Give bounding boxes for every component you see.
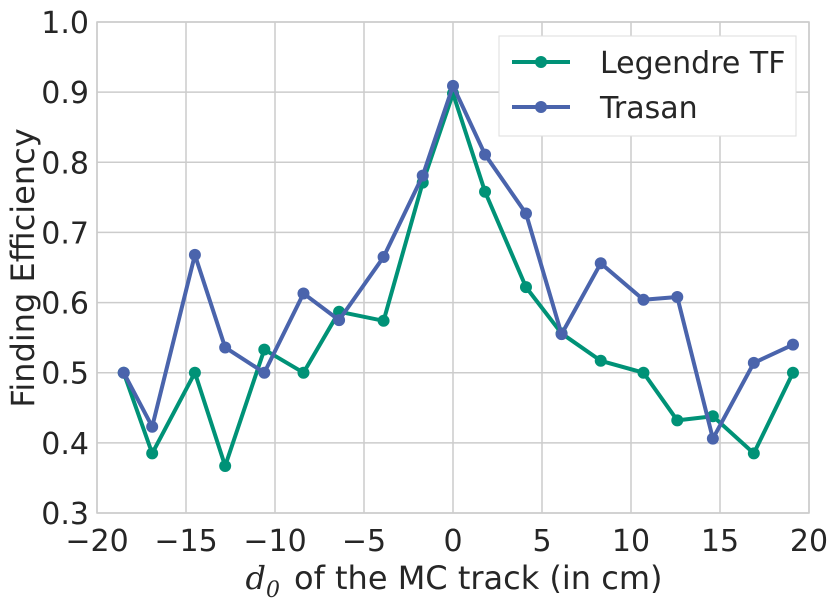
x-axis-label-subscript: 0: [266, 578, 280, 603]
series-1-point: [447, 79, 459, 92]
series-1-point: [786, 338, 799, 351]
legend-marker-0: [535, 56, 547, 68]
y-tick-label: 0.4: [41, 427, 89, 462]
y-tick-label: 0.8: [41, 146, 89, 181]
series-1-point: [416, 169, 429, 182]
x-tick-labels: −20 −15 −10 −5 0 5 10 15 20: [65, 524, 828, 559]
series-0-point: [297, 366, 310, 379]
legend-label-1: Trasan: [599, 91, 698, 126]
y-tick-label: 0.7: [41, 216, 89, 251]
series-0-point: [377, 314, 390, 327]
series-1-point: [117, 366, 130, 379]
y-tick-label: 0.5: [41, 357, 89, 392]
series-1-point: [555, 328, 568, 341]
series-1-point: [594, 257, 607, 270]
legend: Legendre TF Trasan: [498, 35, 797, 137]
x-tick-label: 5: [532, 524, 551, 559]
y-tick-label: 0.3: [41, 497, 89, 532]
series-0-point: [146, 447, 159, 460]
x-tick-label: −20: [65, 524, 128, 559]
x-tick-label: 10: [612, 524, 650, 559]
series-layer: [117, 79, 799, 473]
y-axis-label: Finding Efficiency: [4, 128, 42, 407]
x-axis-label-text: of the MC track (in cm): [294, 559, 663, 597]
y-tick-label: 0.9: [41, 76, 89, 111]
x-tick-label: 20: [790, 524, 828, 559]
series-0-point: [219, 460, 232, 473]
series-1-point: [706, 432, 719, 445]
legend-marker-1: [535, 101, 547, 113]
x-axis-label: d0 of the MC track (in cm): [246, 559, 663, 603]
series-0-point: [258, 343, 271, 356]
series-0-point: [671, 414, 684, 427]
y-tick-label: 0.6: [41, 287, 89, 322]
series-1-point: [146, 420, 159, 433]
series-1-point: [747, 356, 760, 369]
x-tick-label: 0: [443, 524, 462, 559]
legend-label-0: Legendre TF: [600, 46, 785, 81]
series-0-point: [747, 447, 760, 460]
series-1-point: [258, 366, 271, 379]
x-tick-label: 15: [701, 524, 739, 559]
series-1-point: [519, 207, 532, 220]
series-1-point: [479, 148, 492, 161]
series-1-point: [333, 314, 346, 327]
y-tick-label: 1.0: [41, 6, 89, 41]
series-0-point: [594, 354, 607, 367]
series-0-point: [188, 366, 201, 379]
series-1-point: [671, 290, 684, 303]
series-0-point: [519, 281, 532, 294]
series-0-point: [637, 366, 650, 379]
series-1-point: [637, 293, 650, 306]
series-1-point: [377, 250, 390, 263]
series-0-point: [786, 366, 799, 379]
x-tick-label: −5: [342, 524, 386, 559]
x-tick-label: −15: [154, 524, 217, 559]
series-1-point: [297, 287, 310, 300]
x-axis-label-symbol: d: [246, 559, 266, 597]
series-0-point: [479, 185, 492, 198]
x-tick-label: −10: [243, 524, 306, 559]
y-tick-labels: 0.3 0.4 0.5 0.6 0.7 0.8 0.9 1.0: [41, 6, 89, 532]
series-1-point: [188, 248, 201, 261]
legend-box: [498, 35, 797, 137]
series-1-point: [219, 341, 232, 354]
plot-frame: [96, 21, 810, 514]
